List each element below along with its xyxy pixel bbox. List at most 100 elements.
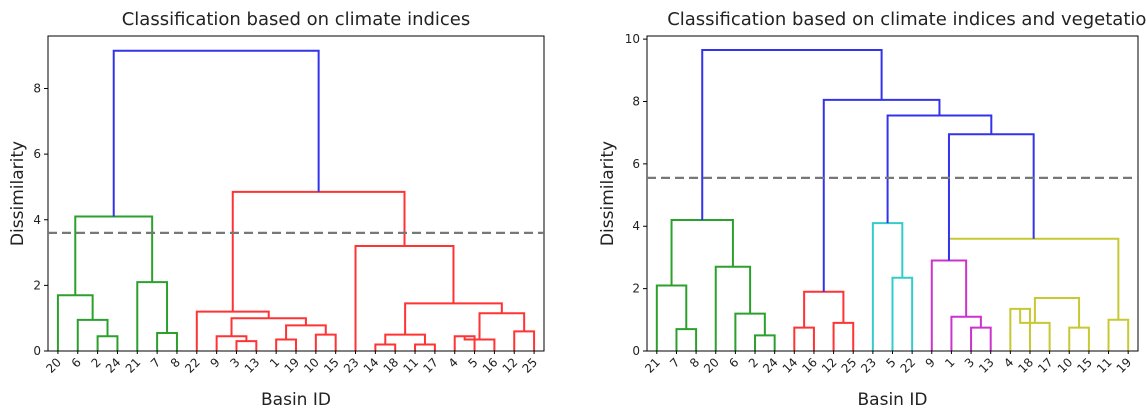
y-tick-label: 8	[33, 82, 41, 96]
x-tick-label: 25	[839, 355, 860, 376]
dendrogram-link	[1068, 326, 1090, 351]
x-tick-label: 18	[1015, 355, 1036, 376]
x-tick-label: 3	[227, 355, 242, 370]
x-tick-label: 20	[701, 355, 722, 376]
chart-title: Classification based on climate indices	[122, 9, 471, 30]
dendrogram-link	[96, 335, 119, 351]
x-tick-label: 14	[780, 355, 801, 376]
dendrogram-link	[675, 328, 698, 351]
x-tick-label: 19	[281, 355, 302, 376]
y-tick-label: 8	[632, 94, 640, 108]
x-tick-label: 24	[103, 355, 124, 376]
x-tick-label: 17	[1035, 355, 1056, 376]
x-tick-label: 18	[381, 355, 402, 376]
x-tick-label: 6	[726, 355, 741, 370]
dendrogram-link	[754, 334, 776, 351]
x-tick-label: 10	[1055, 355, 1076, 376]
x-tick-label: 5	[465, 355, 480, 370]
x-tick-label: 15	[321, 355, 342, 376]
x-tick-label: 21	[642, 355, 663, 376]
dendrogram-link	[734, 312, 766, 351]
x-tick-label: 11	[400, 355, 421, 376]
dendrogram-link	[74, 215, 154, 296]
dendrogram-link	[947, 133, 1035, 261]
dendrogram-link	[404, 302, 503, 335]
dendrogram-link	[970, 326, 992, 351]
dendrogram-link	[1107, 318, 1130, 351]
x-tick-label: 22	[898, 355, 919, 376]
x-tick-label: 25	[519, 355, 540, 376]
y-tick-label: 4	[33, 213, 41, 227]
dendrogram-link	[112, 49, 320, 217]
x-tick-label: 22	[182, 355, 203, 376]
x-tick-label: 20	[43, 355, 64, 376]
x-tick-label: 24	[760, 355, 781, 376]
y-tick-label: 2	[33, 278, 41, 292]
dendrogram-link	[453, 335, 476, 351]
x-tick-label: 1	[942, 355, 957, 370]
x-tick-label: 13	[976, 355, 997, 376]
x-tick-label: 2	[746, 355, 761, 370]
x-tick-label: 17	[420, 355, 441, 376]
y-tick-label: 6	[33, 147, 41, 161]
x-tick-label: 9	[923, 355, 938, 370]
dendrogram-link	[384, 333, 426, 345]
dendrogram-link	[701, 49, 883, 221]
dendrogram-link	[285, 324, 327, 340]
x-tick-label: 8	[168, 355, 183, 370]
x-tick-label: 2	[88, 355, 103, 370]
dendrogram-link	[655, 284, 688, 351]
y-tick-label: 0	[632, 344, 640, 358]
dendrogram-link	[230, 317, 307, 337]
x-tick-label: 19	[1114, 355, 1135, 376]
dendrogram-link	[930, 259, 968, 351]
x-tick-label: 12	[819, 355, 840, 376]
x-tick-label: 15	[1074, 355, 1095, 376]
x-axis-label: Basin ID	[858, 390, 928, 410]
dendrogram-link	[463, 336, 496, 351]
dendrogram-link	[231, 190, 406, 312]
dendrogram-link	[714, 265, 752, 351]
y-tick-label: 2	[632, 282, 640, 296]
dendrogram-link	[832, 321, 855, 351]
x-tick-label: 10	[301, 355, 322, 376]
dendrogram-link	[1009, 307, 1031, 351]
dendrogram-link	[822, 98, 941, 292]
y-tick-label: 0	[33, 344, 41, 358]
x-tick-label: 8	[687, 355, 702, 370]
x-tick-label: 4	[1001, 355, 1016, 370]
dendrogram-link	[156, 331, 178, 351]
x-tick-label: 11	[1094, 355, 1115, 376]
x-tick-label: 6	[69, 355, 84, 370]
dendrogram-link	[275, 338, 297, 351]
dendrogram-link	[670, 219, 734, 286]
x-tick-label: 5	[883, 355, 898, 370]
dendrogram-link	[235, 340, 258, 351]
y-tick-label: 10	[625, 32, 640, 46]
dendrogram-link	[56, 294, 94, 351]
dendrogram-link	[793, 326, 815, 351]
y-tick-label: 4	[632, 219, 640, 233]
x-tick-label: 4	[446, 355, 461, 370]
x-tick-label: 21	[123, 355, 144, 376]
dendrogram-link	[374, 343, 397, 351]
dendrogram-link	[1033, 296, 1081, 328]
dendrogram-chart-climate: Classification based on climate indices …	[8, 9, 545, 410]
dendrogram-link	[478, 312, 526, 340]
dendrogram-link	[513, 330, 536, 351]
y-tick-label: 6	[632, 157, 640, 171]
dendrogram-link	[803, 290, 845, 328]
dendrogram-chart-climate-vegetation: Classification based on climate indices …	[598, 9, 1146, 410]
dendrogram-link	[314, 333, 337, 351]
dendrogram-link	[871, 222, 904, 351]
dendrogram-link	[886, 114, 993, 224]
x-tick-label: 16	[480, 355, 501, 376]
x-tick-label: 7	[148, 355, 163, 370]
x-tick-label: 1	[267, 355, 282, 370]
x-tick-label: 9	[207, 355, 222, 370]
dendrogram-link	[950, 315, 982, 351]
x-tick-label: 23	[858, 355, 879, 376]
dendrogram-link	[947, 237, 1120, 320]
dendrogram-link	[136, 281, 169, 351]
